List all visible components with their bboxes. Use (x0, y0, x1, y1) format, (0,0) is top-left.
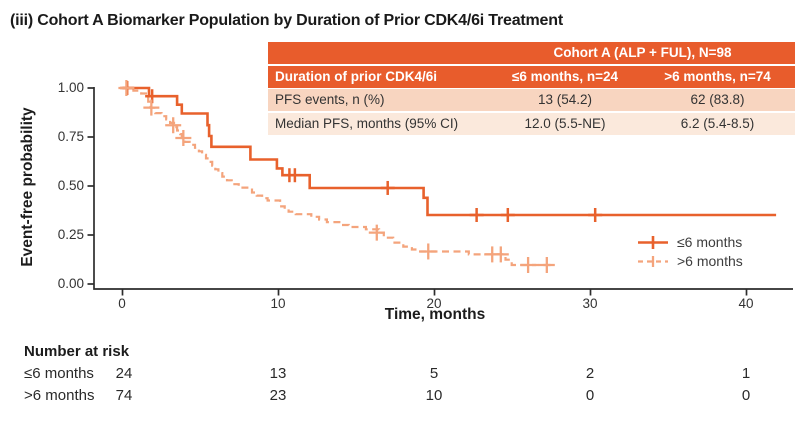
censor-marks-dashed (118, 80, 555, 273)
risk-gt6-t0: 74 (115, 387, 133, 404)
risk-gt6-t40: 0 (741, 387, 751, 404)
legend-swatch-dashed-icon (638, 256, 668, 267)
summary-table-header-row-1: Cohort A (ALP + FUL), N=98 (268, 42, 795, 64)
y-tick-0.75: 0.75 (57, 129, 84, 144)
legend-swatch-solid-icon (638, 236, 668, 249)
x-tick-10: 10 (270, 296, 286, 311)
pfs-events-row: PFS events, n (%) 13 (54.2) 62 (83.8) (268, 89, 795, 111)
median-pfs-le6: 12.0 (5.5-NE) (524, 115, 606, 131)
legend: ≤6 months >6 months (636, 233, 743, 271)
risk-gt6-t30: 0 (585, 387, 595, 404)
number-at-risk-title: Number at risk (24, 343, 130, 360)
pfs-events-label: PFS events, n (%) (275, 92, 385, 107)
y-tick-1.00: 1.00 (57, 80, 84, 95)
x-tick-30: 30 (582, 296, 598, 311)
risk-le6-t40: 1 (741, 365, 751, 382)
x-tick-20: 20 (426, 296, 442, 311)
risk-le6-t30: 2 (585, 365, 595, 382)
legend-item-gt6: >6 months (636, 252, 743, 271)
legend-label-gt6: >6 months (677, 253, 743, 269)
axis-ticks (87, 87, 748, 296)
x-tick-40: 40 (738, 296, 754, 311)
km-curve-dashed (122, 86, 555, 267)
risk-row-gt6-label: >6 months (24, 387, 95, 404)
risk-le6-t20: 5 (429, 365, 439, 382)
header-gt6-label: >6 months, n=74 (664, 68, 771, 84)
header-duration-label: Duration of prior CDK4/6i (275, 68, 438, 84)
cohort-header: Cohort A (ALP + FUL), N=98 (553, 45, 732, 60)
legend-item-le6: ≤6 months (636, 233, 743, 252)
risk-gt6-t20: 10 (425, 387, 443, 404)
x-axis-label: Time, months (384, 306, 486, 323)
median-pfs-label: Median PFS, months (95% CI) (275, 115, 459, 131)
km-curve-solid (122, 86, 777, 217)
pfs-events-le6: 13 (54.2) (537, 92, 593, 107)
pfs-events-gt6: 62 (83.8) (690, 92, 745, 107)
y-tick-0.25: 0.25 (57, 227, 84, 242)
summary-table-header-row-2: Duration of prior CDK4/6i ≤6 months, n=2… (268, 65, 795, 88)
axis-spines (93, 87, 793, 290)
x-tick-0: 0 (118, 296, 126, 311)
legend-label-le6: ≤6 months (677, 234, 743, 250)
risk-gt6-t10: 23 (269, 387, 287, 404)
risk-le6-t10: 13 (269, 365, 287, 382)
y-tick-0.50: 0.50 (57, 178, 84, 193)
risk-row-le6-label: ≤6 months (24, 365, 94, 382)
figure-title: (iii) Cohort A Biomarker Population by D… (10, 12, 563, 29)
median-pfs-row: Median PFS, months (95% CI) 12.0 (5.5-NE… (268, 112, 795, 135)
risk-le6-t0: 24 (115, 365, 133, 382)
y-axis-label: Event-free probability (19, 107, 36, 267)
median-pfs-gt6: 6.2 (5.4-8.5) (680, 115, 755, 131)
header-le6-label: ≤6 months, n=24 (511, 68, 619, 84)
summary-table: Cohort A (ALP + FUL), N=98 Duration of p… (268, 42, 795, 136)
y-tick-0.00: 0.00 (57, 276, 84, 291)
